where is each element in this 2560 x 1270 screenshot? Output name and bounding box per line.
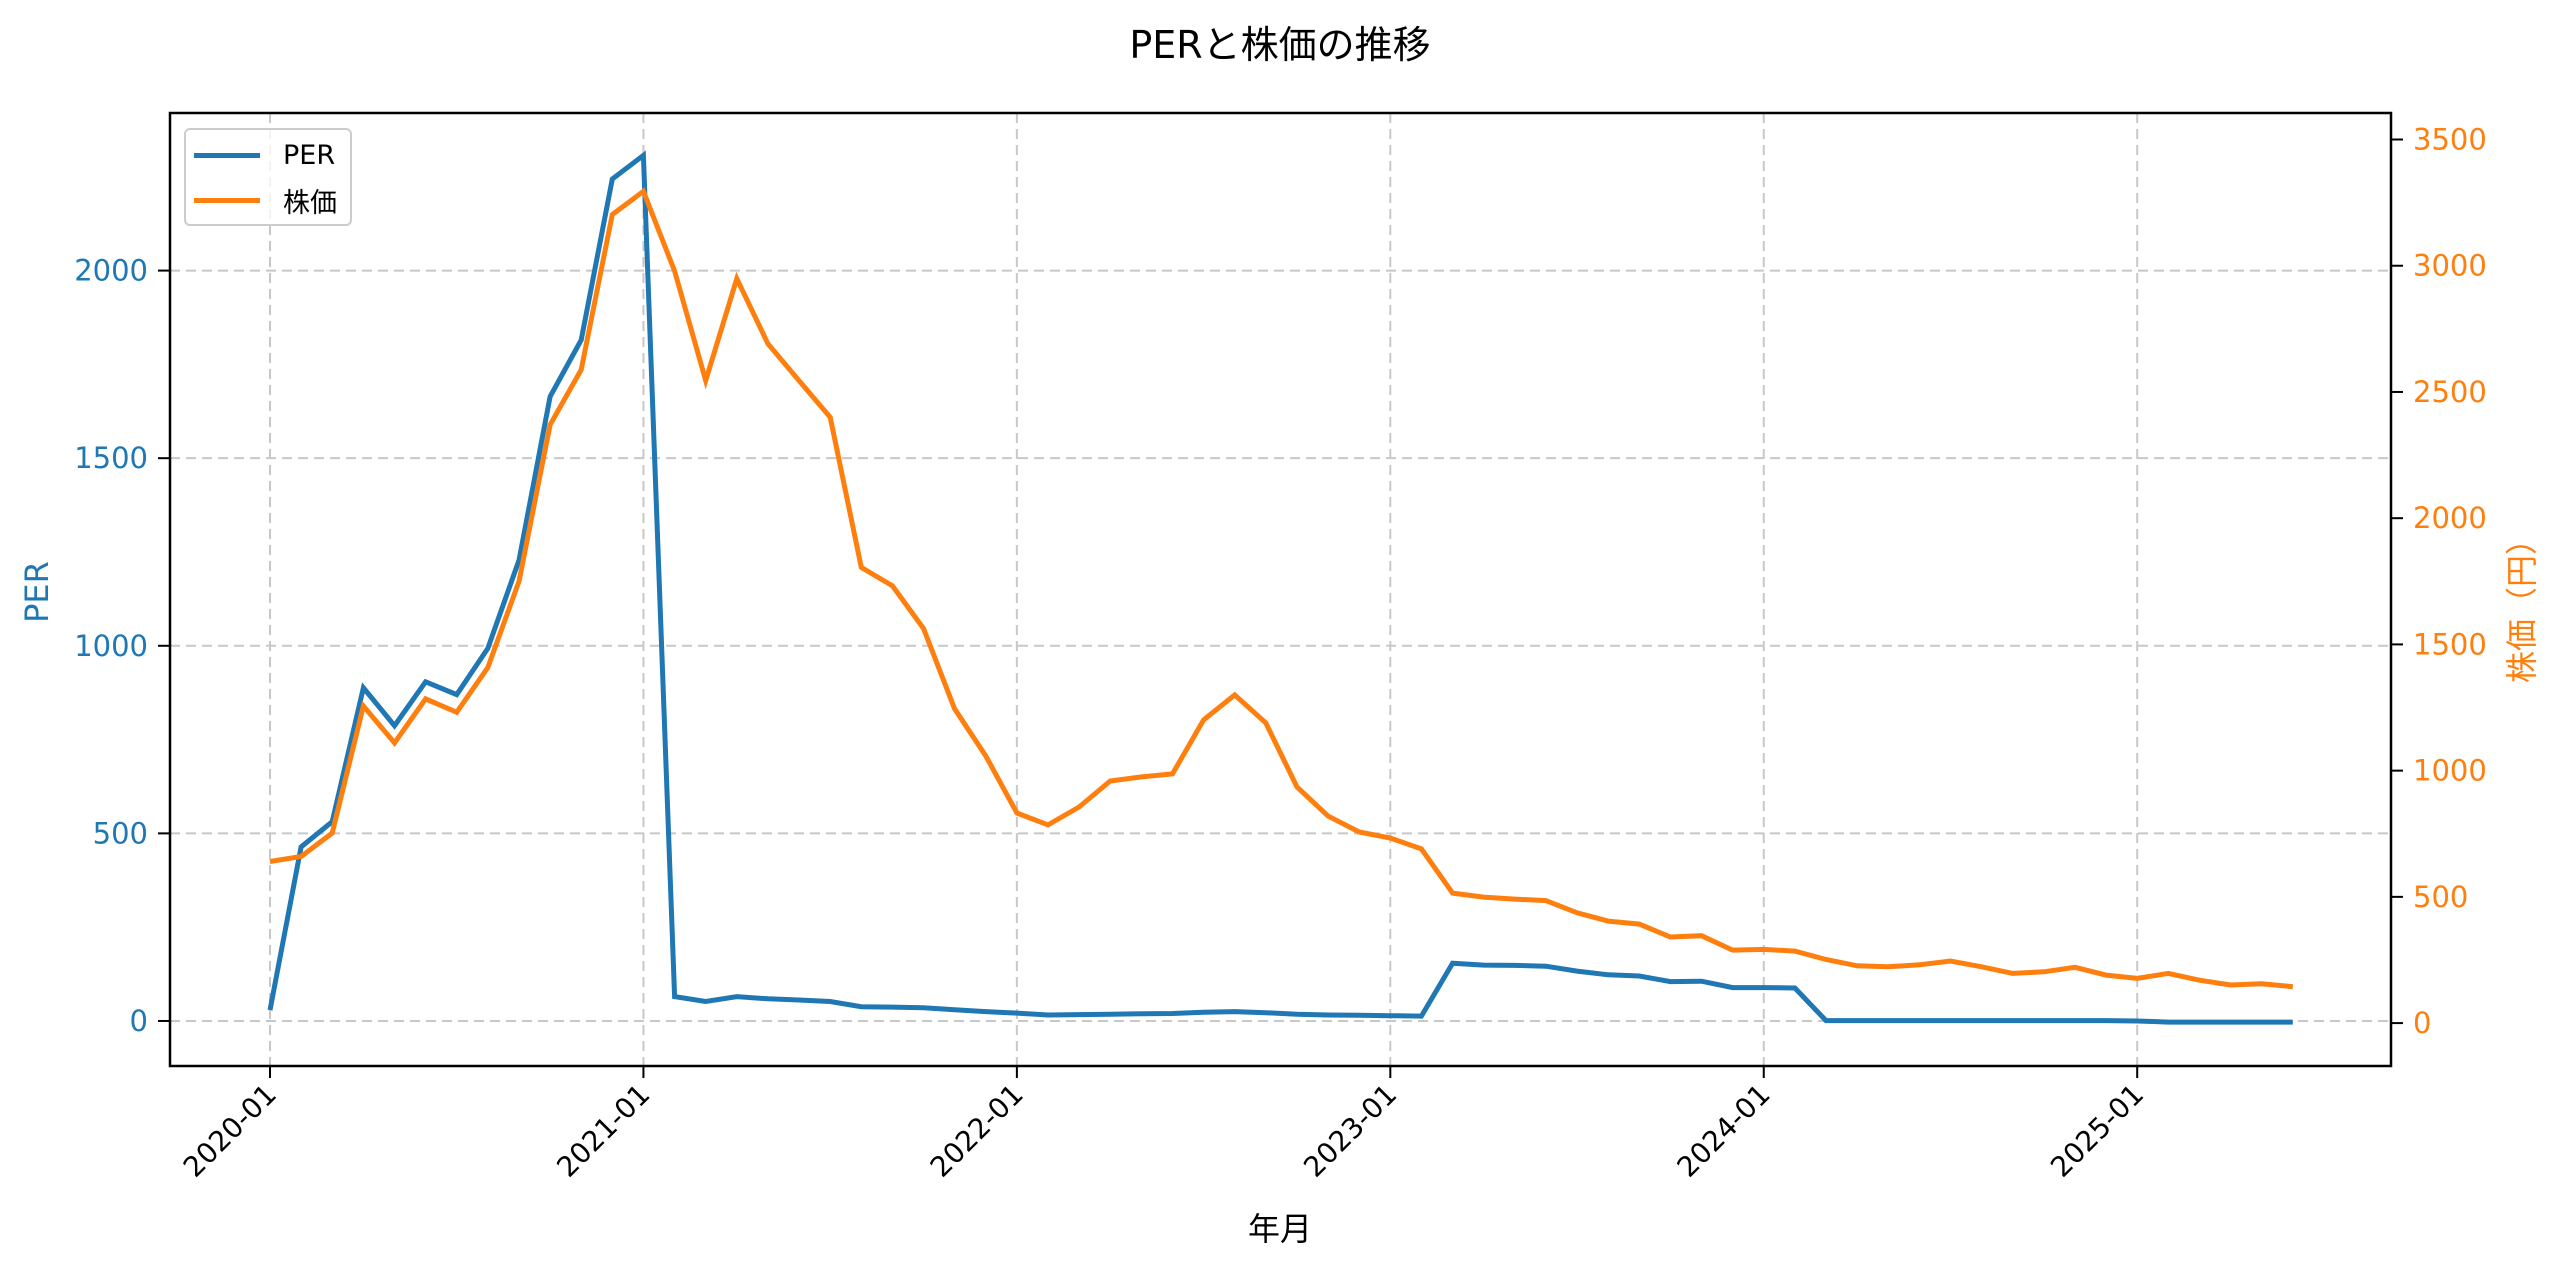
y-axis-label-left: PER — [18, 561, 56, 623]
y-tick-label-right: 1000 — [2413, 754, 2487, 788]
legend-label-price: 株価 — [283, 187, 337, 219]
y-tick-label-right: 3500 — [2413, 123, 2487, 157]
legend-item-per: PER — [194, 135, 335, 175]
axis-ticks: 2020-01 2021-01 2022-01 2023-01 2024-01 2025-… — [74, 123, 2487, 1184]
x-tick-label: 2020-01 — [177, 1078, 283, 1184]
per-line — [267, 150, 2293, 1025]
y-tick-label-left: 1000 — [74, 629, 148, 663]
y-axis-label-right: 株価（円） — [2503, 522, 2541, 684]
price-line — [269, 187, 2294, 990]
x-tick-label: 2024-01 — [1671, 1078, 1777, 1184]
y-tick-label-right: 3000 — [2413, 249, 2487, 283]
y-tick-label-right: 500 — [2413, 880, 2468, 914]
y-tick-label-right: 2000 — [2413, 501, 2487, 535]
x-tick-label: 2022-01 — [924, 1078, 1030, 1184]
series-lines — [267, 150, 2294, 1025]
legend-swatch-price — [194, 197, 260, 203]
x-axis-label: 年月 — [1247, 1210, 1312, 1248]
y-tick-label-left: 2000 — [74, 254, 148, 288]
y-tick-label-left: 500 — [93, 816, 148, 850]
y-tick-label-right: 2500 — [2413, 375, 2487, 409]
x-tick-label: 2021-01 — [550, 1078, 656, 1184]
legend-item-price: 株価 — [194, 180, 337, 220]
y-tick-label-left: 0 — [130, 1004, 148, 1038]
y-tick-label-right: 0 — [2413, 1006, 2431, 1040]
x-tick-label: 2025-01 — [2044, 1078, 2150, 1184]
x-tick-label: 2023-01 — [1297, 1078, 1403, 1184]
axes-frame — [168, 111, 2393, 1068]
chart-title: PERと株価の推移 — [1129, 23, 1431, 67]
y-tick-label-right: 1500 — [2413, 627, 2487, 661]
y-tick-label-left: 1500 — [74, 441, 148, 475]
legend: PER 株価 — [184, 128, 352, 226]
legend-label-per: PER — [283, 139, 336, 171]
gridlines — [170, 113, 2391, 1066]
legend-swatch-per — [194, 152, 260, 158]
